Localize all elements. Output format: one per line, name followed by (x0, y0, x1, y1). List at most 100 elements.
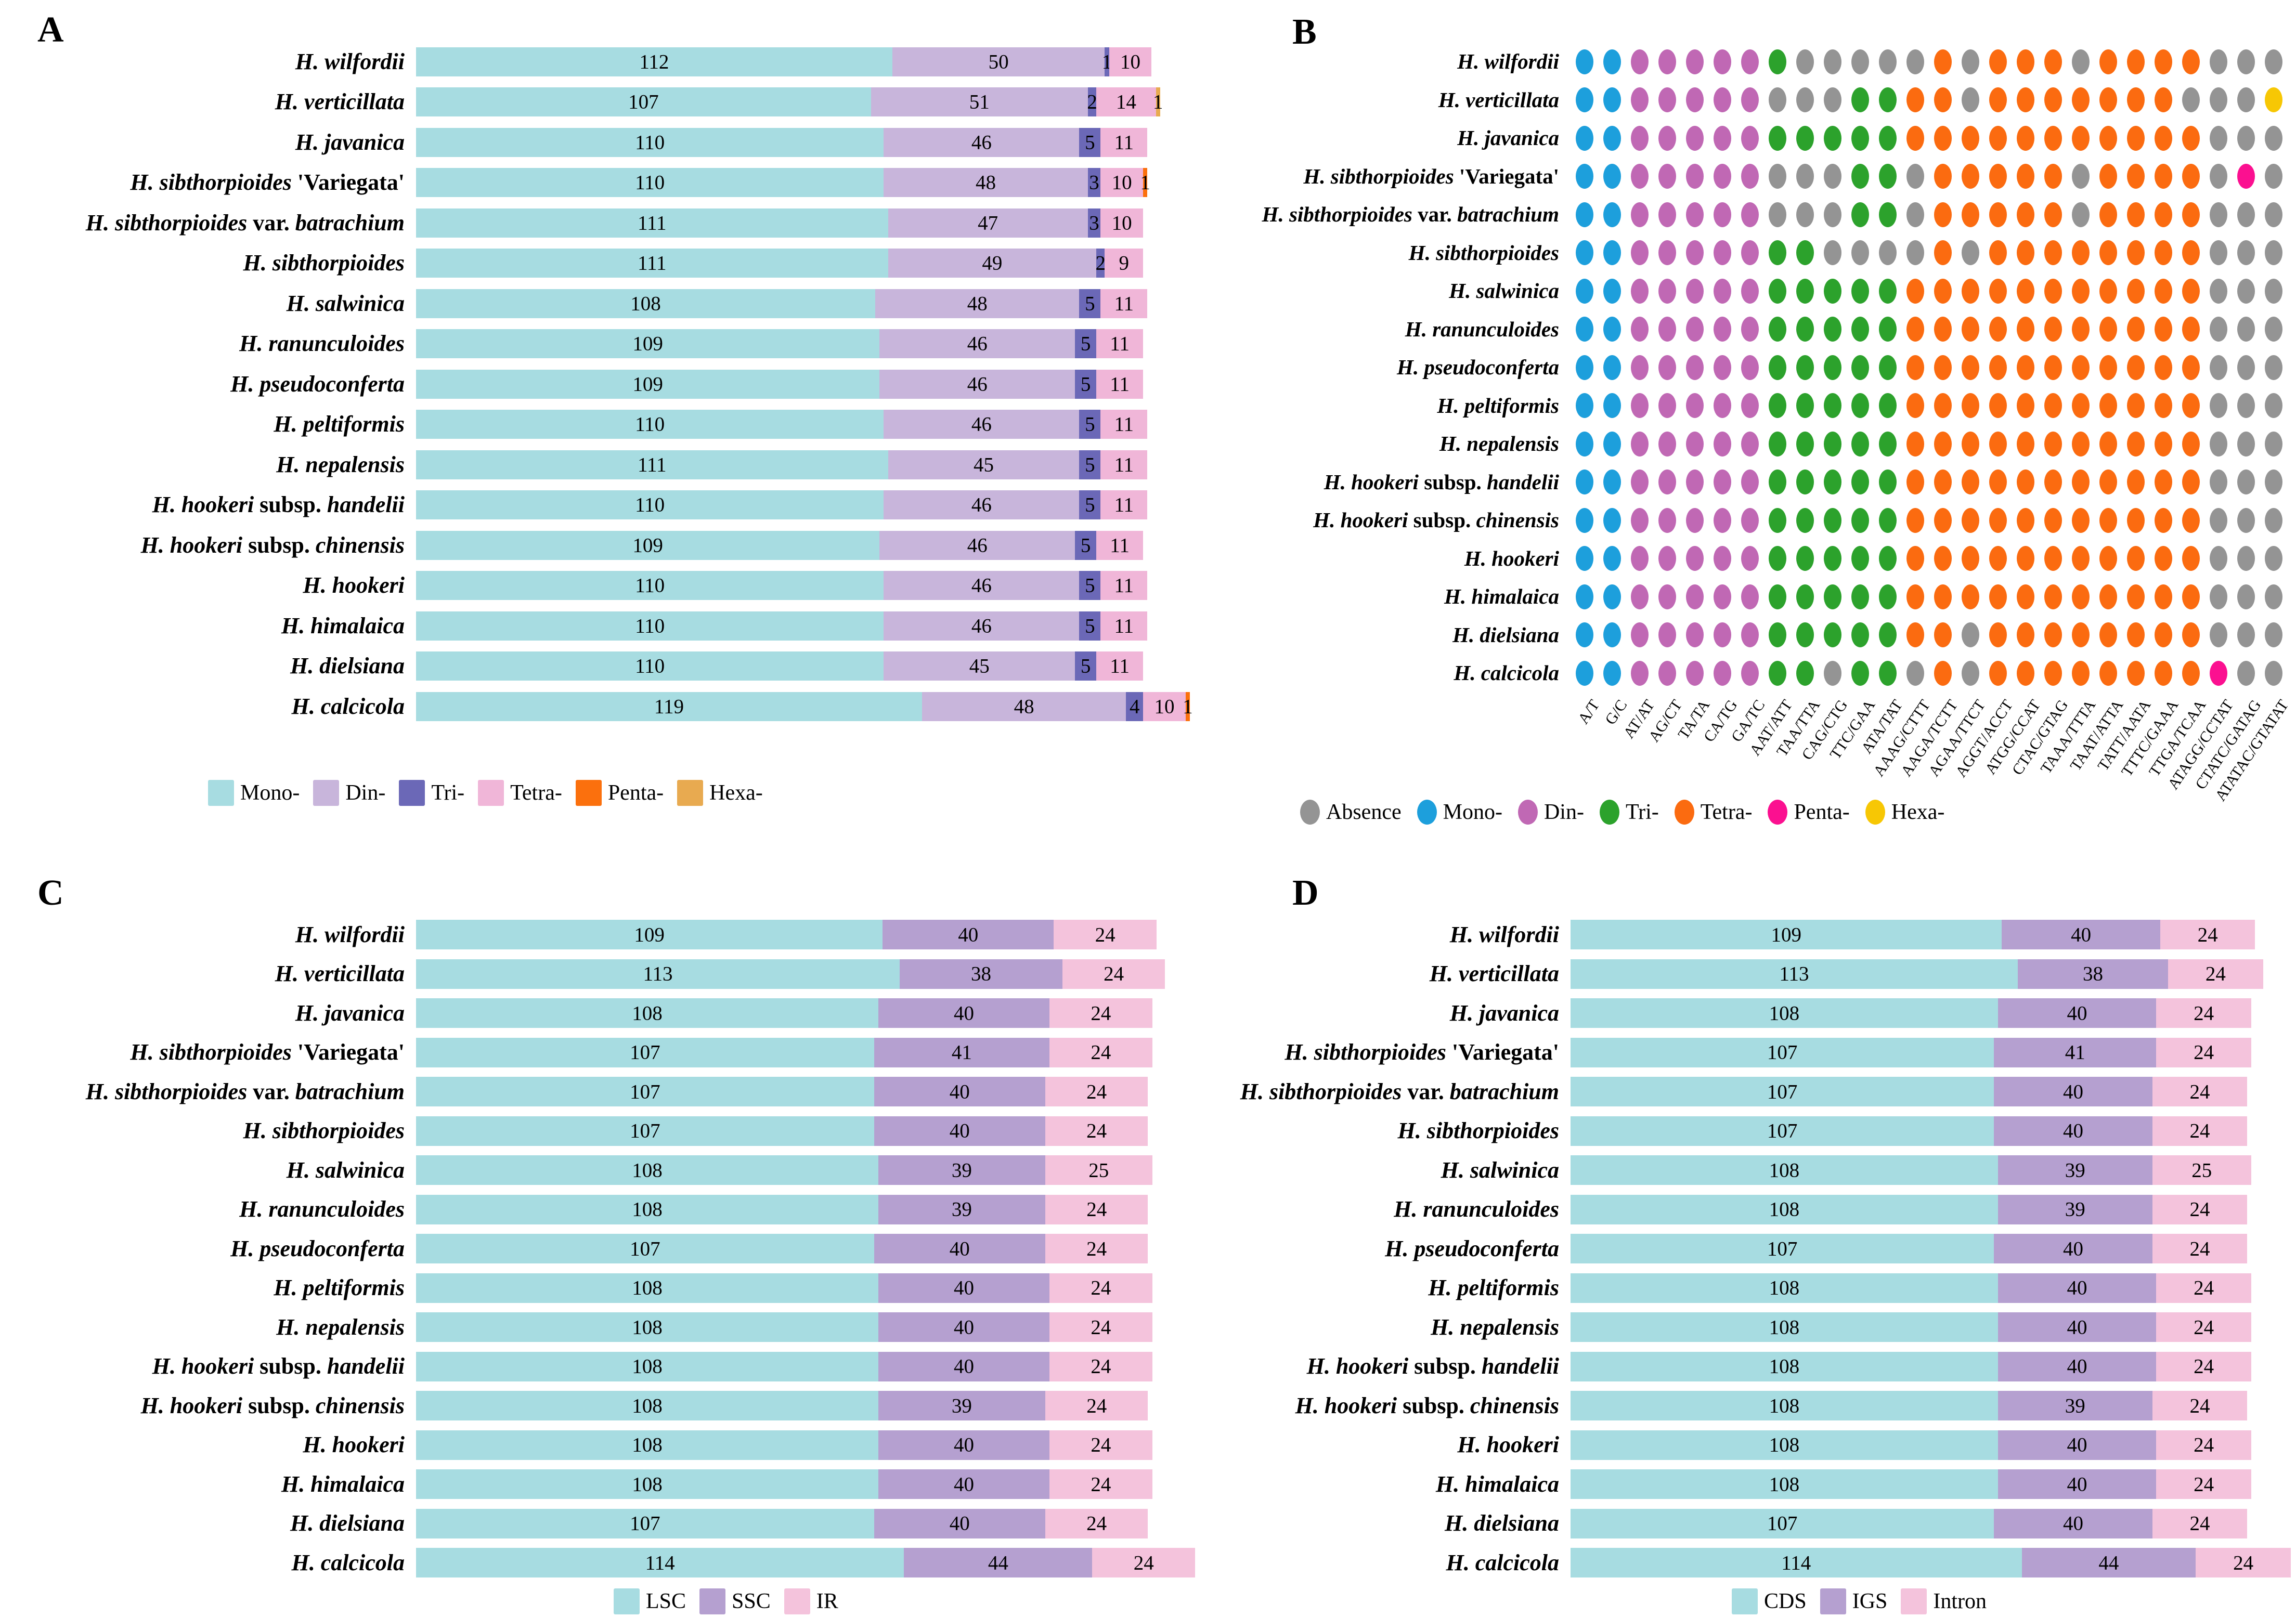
dot-cell (1956, 425, 1984, 463)
dot-cell (1763, 540, 1791, 578)
species-name-part: H. sibthorpioides (1408, 240, 1559, 265)
dot-din (1713, 431, 1731, 457)
dot-cell (1929, 578, 1956, 616)
bar-track: 108 39 24 (416, 1194, 1195, 1224)
legend-swatch (1674, 800, 1694, 825)
dot-cells (1571, 616, 2287, 655)
dot-cell (1598, 43, 1626, 81)
bar-segment-ir: 24 (1045, 1508, 1148, 1538)
species-name-part: subsp. (1397, 1392, 1470, 1418)
species-name-part: H. peltiformis (274, 411, 405, 437)
bar-row: H. nepalensis 108 40 24 (0, 1308, 1201, 1347)
dot-cell (1929, 348, 1956, 387)
bar-segment-ir: 24 (1049, 1312, 1152, 1342)
bar-row: H. himalaica 108 40 24 (0, 1465, 1201, 1504)
dot-absence (2264, 317, 2282, 342)
dot-din (1685, 317, 1704, 342)
dot-tri (1768, 584, 1786, 609)
dot-cell (1763, 501, 1791, 540)
dot-tetra (1934, 125, 1952, 151)
dot-mono (1575, 546, 1593, 571)
bar-segment-tri: 5 (1079, 450, 1101, 479)
dot-tetra (1989, 240, 2007, 266)
species-label: H. peltiformis (0, 412, 416, 436)
bar-row: H. ranunculoides 108 39 24 (1212, 1190, 2296, 1230)
dot-cell (2094, 119, 2122, 158)
bar-value: 108 (632, 1473, 663, 1496)
dot-cell (2260, 81, 2287, 120)
dot-cell (1736, 654, 1763, 693)
dot-tetra (1989, 584, 2007, 609)
bar-segment-cds: 108 (1571, 998, 1998, 1028)
dot-din (1630, 546, 1649, 571)
dot-tri (1796, 355, 1814, 380)
dot-cell (2260, 272, 2287, 310)
bar-segment-ssc: 39 (878, 1194, 1045, 1224)
bar-value: 24 (1091, 1002, 1111, 1025)
species-name-part: subsp. (254, 492, 327, 518)
dot-mono (1575, 355, 1593, 380)
dot-tri (1823, 470, 1841, 495)
dot-tetra (2154, 317, 2172, 342)
bar-value: 40 (2067, 1433, 2087, 1456)
bar-value: 109 (632, 332, 663, 355)
bar-value: 47 (978, 212, 998, 234)
dot-cell (2204, 654, 2232, 693)
bar-value: 114 (645, 1551, 675, 1574)
dot-tetra (2044, 660, 2062, 686)
dot-cell (1846, 578, 1874, 616)
dot-tetra (2099, 164, 2117, 189)
dot-tetra (2071, 87, 2090, 113)
dot-cell (2232, 195, 2260, 234)
species-name-part: chinensis (1470, 1392, 1559, 1418)
dot-tetra (2154, 393, 2172, 419)
bar-segment-ssc: 39 (878, 1155, 1045, 1185)
dot-tetra (2071, 317, 2090, 342)
dot-cell (1736, 119, 1763, 158)
bar-value: 24 (2189, 1237, 2210, 1260)
dot-mono (1603, 393, 1621, 419)
dot-cell (1653, 119, 1681, 158)
dot-cell (1819, 158, 1846, 196)
dot-din (1630, 202, 1649, 227)
dot-cell (1956, 195, 1984, 234)
bar-value: 114 (1781, 1551, 1811, 1574)
bar-value: 24 (2205, 962, 2226, 985)
bar-track: 108 40 24 (416, 1312, 1195, 1342)
species-name-part: H. wilfordii (1449, 921, 1559, 947)
legend-swatch (1517, 800, 1538, 825)
legend-item: Mono- (1417, 800, 1502, 825)
dot-tri (1823, 317, 1841, 342)
dot-tetra (2182, 470, 2200, 495)
dot-din (1741, 507, 1759, 533)
dot-tetra (2154, 470, 2172, 495)
bar-segment-tri: 5 (1079, 410, 1101, 439)
dot-cell (1626, 616, 1653, 655)
dot-cell (1846, 234, 1874, 272)
bar-value: 5 (1080, 534, 1091, 557)
bar-value: 40 (2067, 1316, 2087, 1339)
dot-tetra (1934, 546, 1952, 571)
dot-cell (1598, 463, 1626, 502)
dot-cell (1819, 425, 1846, 463)
bar-segment-tetra: 10 (1109, 47, 1152, 76)
dot-row: H. hookeri subsp. handelii (1212, 463, 2296, 502)
bar-segment-mono: 110 (416, 571, 884, 601)
bar-value: 5 (1085, 615, 1095, 637)
dot-cell (1708, 616, 1736, 655)
dot-cell (1653, 425, 1681, 463)
dot-cell (1708, 43, 1736, 81)
species-name-part: H. verticillata (275, 89, 405, 115)
dot-din (1630, 87, 1649, 113)
species-label: H. hookeri (0, 1433, 416, 1457)
bar-track: 107 40 24 (416, 1116, 1195, 1146)
bar-row: H. dielsiana 107 40 24 (0, 1504, 1201, 1544)
dot-absence (1961, 49, 1979, 74)
bar-segment-igs: 40 (1997, 1351, 2157, 1381)
bar-segment-igs: 40 (1997, 1273, 2157, 1303)
dot-cell (2260, 158, 2287, 196)
bar-value: 109 (632, 534, 663, 557)
dot-cell (1901, 463, 1929, 502)
dot-din (1685, 202, 1704, 227)
